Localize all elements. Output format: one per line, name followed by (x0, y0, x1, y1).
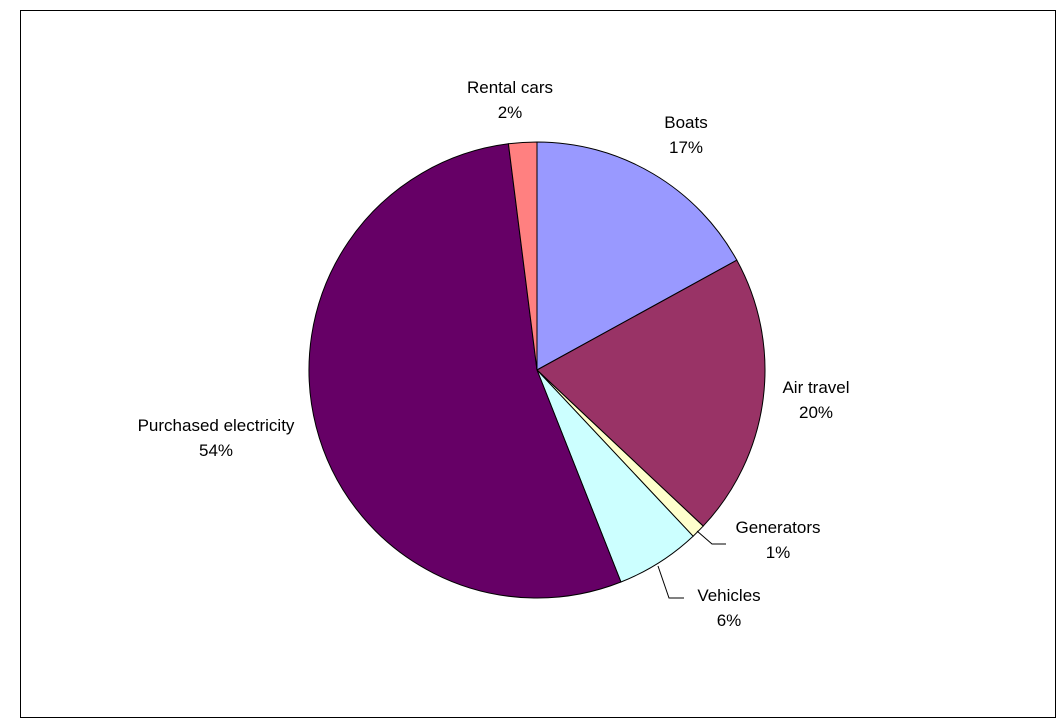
data-label-air-travel-name: Air travel (782, 378, 849, 397)
data-label-generators-name: Generators (735, 518, 820, 537)
pie-slice-boats (536, 141, 738, 371)
data-label-purchased-electricity-percent: 54% (199, 441, 233, 460)
data-label-boats-percent: 17% (669, 138, 703, 157)
leader-line-vehicles (657, 565, 684, 599)
pie-slice-air-travel (536, 259, 766, 527)
data-label-vehicles-percent: 6% (717, 611, 742, 630)
leader-line-generators (696, 530, 726, 545)
data-label-generators-percent: 1% (766, 543, 791, 562)
data-label-boats-name: Boats (664, 113, 707, 132)
data-label-purchased-electricity-name: Purchased electricity (138, 416, 295, 435)
data-label-rental-cars-name: Rental cars (467, 78, 553, 97)
pie-slice-purchased-electricity (308, 143, 622, 599)
data-label-rental-cars-percent: 2% (498, 103, 523, 122)
pie-slice-rental-cars (507, 141, 538, 371)
data-label-air-travel-percent: 20% (799, 403, 833, 422)
data-label-vehicles-name: Vehicles (697, 586, 760, 605)
